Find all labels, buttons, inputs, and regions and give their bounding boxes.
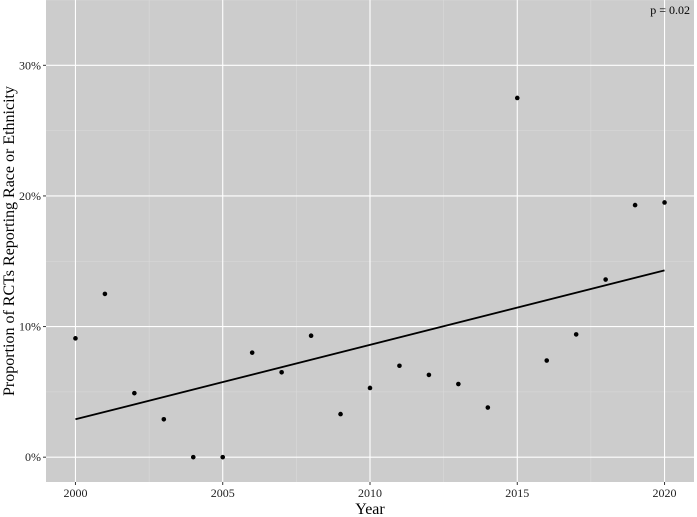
- x-tick-label: 2005: [211, 486, 235, 500]
- x-tick-label: 2015: [505, 486, 529, 500]
- x-tick-label: 2000: [63, 486, 87, 500]
- data-point: [338, 411, 343, 417]
- x-tick-label: 2010: [358, 486, 382, 500]
- data-point: [632, 202, 638, 208]
- y-axis-title: Proportion of RCTs Reporting Race or Eth…: [1, 86, 18, 396]
- data-point: [279, 369, 284, 375]
- trend-line: [75, 269, 665, 421]
- data-points: [73, 95, 667, 460]
- data-point: [603, 277, 608, 282]
- data-point: [73, 336, 78, 341]
- data-point: [367, 385, 373, 391]
- y-tick-label: 30%: [19, 58, 41, 72]
- data-point: [161, 417, 167, 422]
- y-tick-label: 10%: [19, 320, 41, 334]
- x-axis-title: Year: [355, 501, 385, 517]
- data-point: [220, 454, 226, 460]
- data-point: [190, 454, 196, 460]
- data-point: [662, 200, 667, 205]
- data-point: [132, 390, 137, 396]
- y-tick-label: 20%: [19, 189, 41, 203]
- data-point: [573, 332, 579, 337]
- p-value-annotation: p = 0.02: [650, 3, 690, 17]
- data-point: [514, 95, 520, 101]
- x-tick-label: 2020: [653, 486, 677, 500]
- data-point: [485, 405, 491, 410]
- x-axis: 2000 2005 2010 2015 2020: [63, 482, 677, 500]
- data-point: [544, 358, 550, 363]
- y-axis: 0% 10% 20% 30%: [19, 58, 46, 464]
- data-point: [456, 381, 461, 387]
- data-point: [102, 291, 108, 297]
- trend-line-group: [75, 269, 665, 421]
- data-point: [426, 372, 432, 378]
- y-tick-label: 0%: [25, 450, 41, 464]
- data-point: [308, 333, 314, 339]
- data-point: [397, 363, 402, 369]
- data-point: [249, 350, 255, 355]
- grid: [46, 0, 694, 482]
